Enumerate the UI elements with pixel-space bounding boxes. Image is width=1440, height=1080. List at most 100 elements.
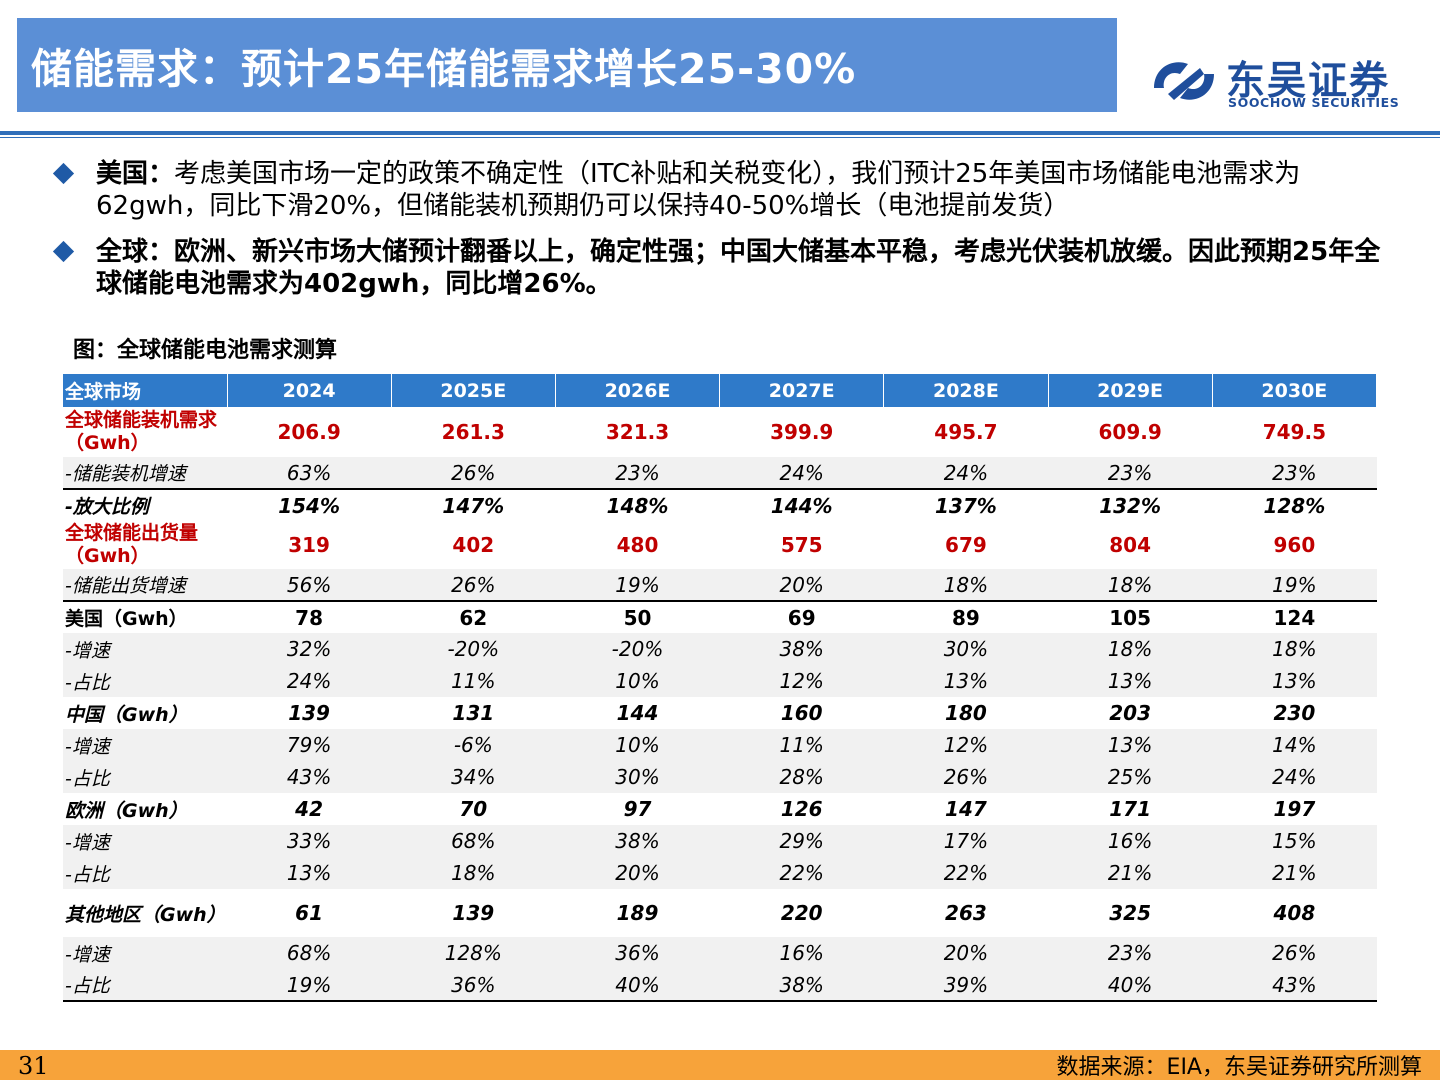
diamond-bullet-icon (52, 240, 75, 263)
bullet-list: 美国：考虑美国市场一定的政策不确定性（ITC补贴和关税变化），我们预计25年美国… (50, 158, 1400, 314)
table-cell: 30% (555, 761, 720, 793)
table-cell: 19% (227, 969, 392, 1002)
table-cell: 23% (1212, 457, 1377, 489)
table-cell: 197 (1273, 797, 1316, 821)
table-cell: 180 (945, 701, 987, 725)
table-cell: 97 (623, 797, 652, 821)
table-cell: 24% (883, 457, 1049, 489)
header-year: 2025E (391, 374, 556, 407)
header-year: 2029E (1048, 374, 1213, 407)
table-cell: 11% (391, 665, 556, 697)
table-cell: 23% (555, 457, 720, 489)
row-label: -占比 (63, 857, 227, 889)
table-cell: 206.9 (277, 420, 341, 444)
table-row: 全球储能出货量（Gwh） 319 402 480 575 679 804 960 (63, 521, 1377, 569)
table-cell: 16% (719, 937, 884, 969)
table-cell: 10% (555, 665, 720, 697)
table-cell: 22% (719, 857, 884, 889)
table-cell: 160 (780, 701, 823, 725)
row-label: -增速 (63, 937, 227, 969)
table-cell: 19% (1212, 569, 1377, 601)
table-cell: 319 (288, 533, 330, 557)
row-label: 全球储能出货量（Gwh） (65, 522, 199, 567)
table-cell: 220 (780, 901, 823, 925)
table-cell: 20% (719, 569, 884, 601)
diamond-bullet-icon (52, 162, 75, 185)
table-row: -储能出货增速 56% 26% 19% 20% 18% 18% 19% (63, 569, 1377, 601)
bullet-global: 全球：欧洲、新兴市场大储预计翻番以上，确定性强；中国大储基本平稳，考虑光伏装机放… (50, 236, 1400, 300)
title-bar: 储能需求：预计25年储能需求增长25-30% (17, 18, 1117, 112)
table-cell: 36% (555, 937, 720, 969)
table-cell: 13% (1048, 665, 1213, 697)
table-cell: 128% (391, 937, 556, 969)
soochow-logo-icon (1154, 62, 1214, 100)
table-cell: 16% (1048, 825, 1213, 857)
table-cell: -6% (391, 729, 556, 761)
header-year: 2024 (227, 374, 392, 407)
table-cell: 203 (1109, 701, 1151, 725)
table-cell: 131 (452, 701, 495, 725)
table-cell: 804 (1109, 533, 1151, 557)
table-cell: 13% (1212, 665, 1377, 697)
logo-english-name: SOOCHOW SECURITIES (1228, 95, 1400, 110)
table-cell: 26% (391, 457, 556, 489)
table-cell: 70 (459, 797, 488, 821)
table-row: 美国（Gwh） 78 62 50 69 89 105 124 (63, 600, 1377, 633)
table-cell: 43% (1212, 969, 1377, 1002)
table-cell: 68% (391, 825, 556, 857)
table-cell: 36% (391, 969, 556, 1002)
table-cell: 575 (780, 533, 823, 557)
table-cell: 69 (719, 600, 884, 633)
table-cell: 148% (555, 488, 720, 521)
table-cell: 11% (719, 729, 884, 761)
table-cell: 18% (1048, 569, 1213, 601)
header-market: 全球市场 (63, 374, 228, 407)
footer-bar (0, 1050, 1440, 1080)
table-cell: 23% (1048, 457, 1213, 489)
table-cell: 263 (945, 901, 987, 925)
table-cell: 12% (719, 665, 884, 697)
table-cell: 61 (295, 901, 324, 925)
table-row: 欧洲（Gwh） 42 70 97 126 147 171 197 (63, 793, 1377, 825)
table-cell: 56% (227, 569, 392, 601)
table-row: -增速 68% 128% 36% 16% 20% 23% 26% (63, 937, 1377, 969)
table-row: 中国（Gwh） 139 131 144 160 180 203 230 (63, 697, 1377, 729)
bullet-text: 考虑美国市场一定的政策不确定性（ITC补贴和关税变化），我们预计25年美国市场储… (96, 159, 1301, 221)
header-year: 2028E (883, 374, 1049, 407)
table-cell: 609.9 (1098, 420, 1162, 444)
table-cell: 38% (555, 825, 720, 857)
table-row: 全球储能装机需求（Gwh） 206.9 261.3 321.3 399.9 495.7 60… (63, 407, 1377, 457)
table-cell: 124 (1212, 600, 1377, 633)
table-cell: 18% (391, 857, 556, 889)
table-cell: 78 (227, 600, 392, 633)
table-cell: 325 (1109, 901, 1151, 925)
table-cell: 189 (616, 901, 659, 925)
table-cell: 33% (227, 825, 392, 857)
table-cell: -20% (391, 633, 556, 665)
row-label: 欧洲（Gwh） (65, 799, 188, 822)
table-cell: 63% (227, 457, 392, 489)
table-row: -储能装机增速 63% 26% 23% 24% 24% 23% 23% (63, 457, 1377, 489)
table-cell: 408 (1273, 901, 1316, 925)
table-cell: 105 (1048, 600, 1213, 633)
table-cell: 19% (555, 569, 720, 601)
table-cell: 22% (883, 857, 1049, 889)
table-cell: 24% (1212, 761, 1377, 793)
table-cell: 40% (555, 969, 720, 1002)
table-cell: 24% (719, 457, 884, 489)
header-year: 2027E (719, 374, 885, 407)
row-label: -储能出货增速 (63, 569, 227, 601)
table-cell: 261.3 (441, 420, 505, 444)
table-cell: 79% (227, 729, 392, 761)
table-cell: 25% (1048, 761, 1213, 793)
row-label: -占比 (63, 761, 227, 793)
table-row: -增速 33% 68% 38% 29% 17% 16% 15% (63, 825, 1377, 857)
table-cell: 139 (452, 901, 495, 925)
header-year: 2026E (555, 374, 721, 407)
row-label: -增速 (63, 729, 227, 761)
table-cell: 17% (883, 825, 1049, 857)
table-cell: 147% (391, 488, 556, 521)
bullet-us: 美国：考虑美国市场一定的政策不确定性（ITC补贴和关税变化），我们预计25年美国… (50, 158, 1400, 222)
table-cell: 89 (883, 600, 1049, 633)
table-row: 其他地区（Gwh） 61 139 189 220 263 325 408 (63, 889, 1377, 937)
